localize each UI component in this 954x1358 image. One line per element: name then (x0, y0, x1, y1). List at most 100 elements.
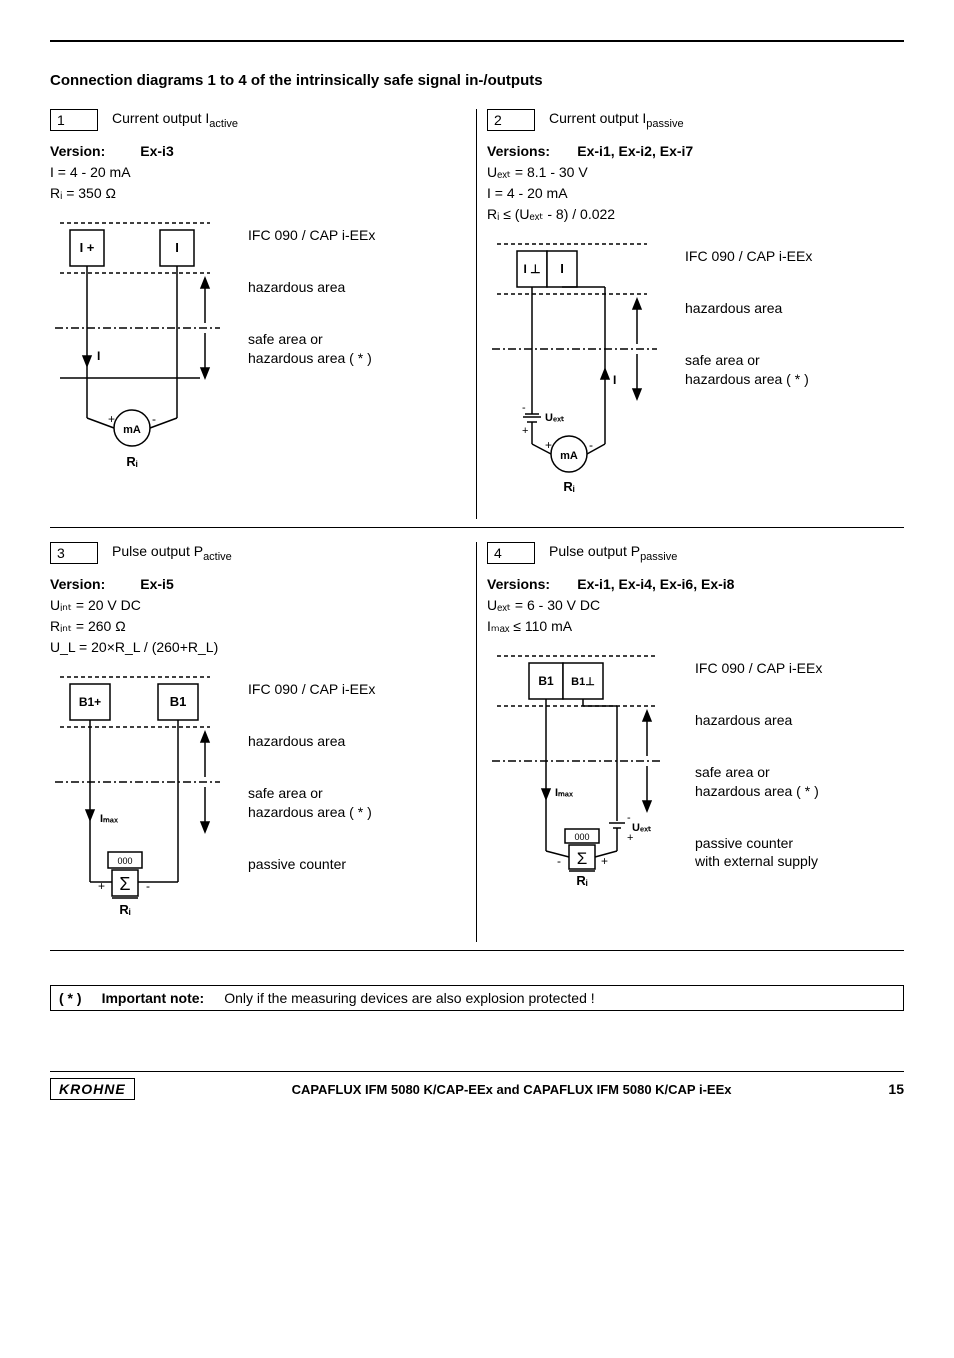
svg-text:B1⊥: B1⊥ (571, 676, 595, 688)
diagram-header: 2 Current output Ipassive (487, 109, 904, 131)
svg-text:I +: I + (80, 240, 95, 255)
svg-text:I ⊥: I ⊥ (523, 262, 540, 276)
svg-text:Iₘₐₓ: Iₘₐₓ (100, 813, 119, 825)
svg-text:Uₑₓₜ: Uₑₓₜ (545, 412, 564, 424)
diagram-header: 4 Pulse output Ppassive (487, 542, 904, 564)
version-label: Versions: (487, 143, 550, 159)
row-separator (50, 527, 904, 528)
diagram-row: I + I I (50, 218, 467, 488)
zone-label: safe area or hazardous area ( * ) (248, 784, 467, 820)
note-label: Important note: (102, 990, 205, 1006)
svg-text:Σ: Σ (577, 849, 588, 868)
header-sub: passive (646, 118, 683, 130)
diagram-number-box: 4 (487, 542, 535, 564)
row-separator (50, 950, 904, 951)
spec-line: Iₘₐₓ ≤ 110 mA (487, 618, 572, 634)
extra-label: passive counter with external supply (695, 834, 904, 870)
spec-line: I = 4 - 20 mA (487, 185, 568, 201)
svg-text:Σ: Σ (119, 874, 130, 894)
page-number: 15 (888, 1081, 904, 1097)
spec-line: Rᵢₙₜ = 260 Ω (50, 618, 126, 634)
important-note-box: ( * ) Important note: Only if the measur… (50, 985, 904, 1011)
svg-text:+: + (522, 425, 528, 437)
svg-text:+: + (108, 412, 115, 426)
diagram-number-box: 2 (487, 109, 535, 131)
zone-label: hazardous area (695, 711, 904, 729)
footer-title: CAPAFLUX IFM 5080 K/CAP-EEx and CAPAFLUX… (292, 1082, 732, 1097)
diagram-header: 1 Current output Iactive (50, 109, 467, 131)
svg-text:B1: B1 (538, 674, 554, 688)
header-pre: Pulse output P (112, 543, 203, 559)
extra-label: passive counter (248, 855, 467, 873)
note-text: Only if the measuring devices are also e… (224, 990, 594, 1006)
header-pre: Pulse output P (549, 543, 640, 559)
version-label: Versions: (487, 576, 550, 592)
header-sub: passive (640, 551, 677, 563)
spec-line: Rᵢ = 350 Ω (50, 185, 116, 201)
diagram-row: B1+ B1 Iₘₐₓ 000 (50, 672, 467, 932)
zone-label: safe area or hazardous area ( * ) (695, 763, 904, 799)
diagram-header-text: Pulse output Pactive (112, 543, 232, 563)
diagram-labels: IFC 090 / CAP i-EEx hazardous area safe … (248, 672, 467, 873)
diagram-grid: 1 Current output Iactive Version: Ex-i3 … (50, 109, 904, 965)
diagram-labels: IFC 090 / CAP i-EEx hazardous area safe … (695, 651, 904, 870)
svg-text:B1+: B1+ (79, 695, 101, 709)
svg-text:-: - (589, 438, 593, 452)
diagram-header: 3 Pulse output Pactive (50, 542, 467, 564)
zone-label: safe area or hazardous area ( * ) (248, 330, 467, 366)
device-label: IFC 090 / CAP i-EEx (685, 247, 904, 265)
svg-text:Rᵢ: Rᵢ (119, 902, 130, 917)
svg-text:Iₘₐₓ: Iₘₐₓ (555, 787, 574, 799)
svg-text:mA: mA (560, 450, 578, 462)
diagram-row: B1 B1⊥ Iₘₐₓ (487, 651, 904, 911)
note-prefix: ( * ) (59, 990, 82, 1006)
diagram-header-text: Current output Ipassive (549, 110, 684, 130)
svg-text:+: + (545, 438, 552, 452)
spec-line: U_L = 20×R_L / (260+R_L) (50, 639, 218, 655)
svg-text:Rᵢ: Rᵢ (576, 873, 587, 888)
svg-text:I: I (613, 373, 616, 387)
zone-label: hazardous area (248, 278, 467, 296)
svg-text:-: - (146, 879, 150, 893)
diagram-specs: Version: Ex-i5 Uᵢₙₜ = 20 V DC Rᵢₙₜ = 260… (50, 574, 467, 658)
zone-label: hazardous area (685, 299, 904, 317)
spec-line: Rᵢ ≤ (Uₑₓₜ - 8) / 0.022 (487, 206, 615, 222)
zone-label: hazardous area (248, 732, 467, 750)
svg-text:000: 000 (117, 856, 132, 866)
krohne-logo: KROHNE (50, 1078, 135, 1100)
svg-text:-: - (152, 412, 156, 426)
diagram-number-box: 3 (50, 542, 98, 564)
device-label: IFC 090 / CAP i-EEx (695, 659, 904, 677)
header-pre: Current output I (112, 110, 209, 126)
svg-text:-: - (522, 402, 526, 414)
header-sub: active (203, 551, 232, 563)
svg-text:Rᵢ: Rᵢ (126, 454, 137, 469)
version-label: Version: (50, 576, 105, 592)
diagram-specs: Versions: Ex-i1, Ex-i2, Ex-i7 Uₑₓₜ = 8.1… (487, 141, 904, 225)
diagram-header-text: Current output Iactive (112, 110, 238, 130)
version-value: Ex-i1, Ex-i2, Ex-i7 (577, 143, 693, 159)
version-label: Version: (50, 143, 105, 159)
diagram-labels: IFC 090 / CAP i-EEx hazardous area safe … (248, 218, 467, 367)
header-pre: Current output I (549, 110, 646, 126)
diagram-svg: B1+ B1 Iₘₐₓ 000 (50, 672, 230, 932)
spec-line: Uₑₓₜ = 6 - 30 V DC (487, 597, 600, 613)
vertical-separator (476, 542, 477, 942)
diagram-svg: I + I I (50, 218, 230, 488)
svg-text:I: I (560, 261, 564, 276)
svg-text:I: I (97, 349, 100, 363)
page-footer: KROHNE CAPAFLUX IFM 5080 K/CAP-EEx and C… (50, 1071, 904, 1100)
svg-text:-: - (627, 812, 631, 824)
spec-line: I = 4 - 20 mA (50, 164, 131, 180)
diagram-labels: IFC 090 / CAP i-EEx hazardous area safe … (685, 239, 904, 388)
diagram-svg: B1 B1⊥ Iₘₐₓ (487, 651, 677, 911)
diagram-row: I ⊥ I I (487, 239, 904, 509)
vertical-separator (476, 109, 477, 519)
diagram-cell-1: 1 Current output Iactive Version: Ex-i3 … (50, 109, 467, 519)
svg-text:Uₑₓₜ: Uₑₓₜ (632, 822, 651, 834)
diagram-svg: I ⊥ I I (487, 239, 667, 509)
zone-label: safe area or hazardous area ( * ) (685, 351, 904, 387)
spec-line: Uₑₓₜ = 8.1 - 30 V (487, 164, 588, 180)
svg-text:Rᵢ: Rᵢ (563, 479, 574, 494)
diagram-header-text: Pulse output Ppassive (549, 543, 677, 563)
